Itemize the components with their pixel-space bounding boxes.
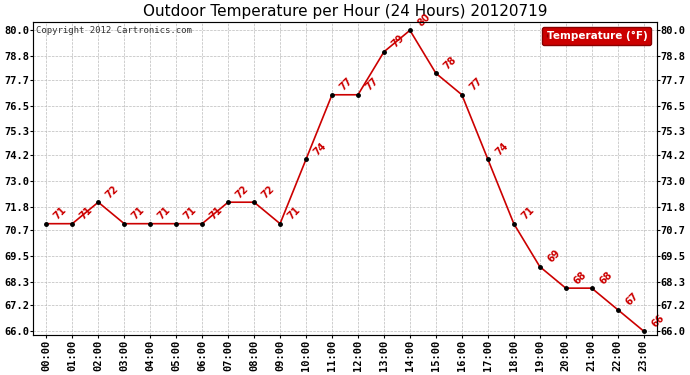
Text: 69: 69 <box>545 248 562 264</box>
Text: Copyright 2012 Cartronics.com: Copyright 2012 Cartronics.com <box>37 26 193 35</box>
Text: 72: 72 <box>259 183 276 200</box>
Text: 71: 71 <box>78 205 95 222</box>
Text: 71: 71 <box>130 205 146 222</box>
Text: 71: 71 <box>208 205 224 222</box>
Text: 71: 71 <box>286 205 302 222</box>
Text: 77: 77 <box>337 76 354 93</box>
Text: 71: 71 <box>52 205 68 222</box>
Text: 80: 80 <box>415 12 432 28</box>
Text: 72: 72 <box>104 183 121 200</box>
Text: 79: 79 <box>390 33 406 50</box>
Text: 74: 74 <box>493 141 510 157</box>
Text: 71: 71 <box>156 205 172 222</box>
Text: 66: 66 <box>649 312 666 329</box>
Title: Outdoor Temperature per Hour (24 Hours) 20120719: Outdoor Temperature per Hour (24 Hours) … <box>143 4 547 19</box>
Text: 78: 78 <box>442 54 458 71</box>
Text: 67: 67 <box>623 291 640 308</box>
Text: 77: 77 <box>364 76 380 93</box>
Text: 71: 71 <box>181 205 198 222</box>
Text: 72: 72 <box>234 183 250 200</box>
Legend: Temperature (°F): Temperature (°F) <box>542 27 651 45</box>
Text: 68: 68 <box>598 269 614 286</box>
Text: 68: 68 <box>571 269 588 286</box>
Text: 74: 74 <box>312 141 328 157</box>
Text: 77: 77 <box>467 76 484 93</box>
Text: 71: 71 <box>520 205 536 222</box>
